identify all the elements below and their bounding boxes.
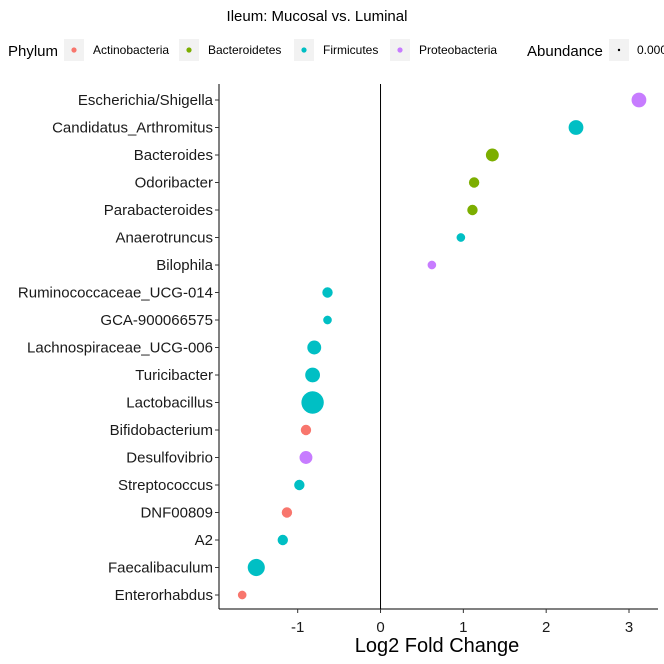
- data-point: [237, 590, 247, 600]
- data-point: [323, 315, 332, 325]
- y-tick-label: DNF00809: [140, 505, 213, 522]
- y-tick-label: Anaerotruncus: [115, 230, 213, 247]
- data-point: [299, 451, 313, 464]
- legend: Phylum Actinobacteria Bacteroidetes Firmic…: [8, 39, 664, 61]
- y-tick-label: Desulfovibrio: [126, 450, 213, 467]
- data-point: [307, 340, 322, 355]
- y-tick-label: Odoribacter: [135, 175, 213, 192]
- y-tick-label: GCA-900066575: [100, 312, 213, 329]
- data-point: [305, 367, 320, 383]
- data-point: [467, 204, 478, 216]
- legend-label: Proteobacteria: [419, 43, 497, 57]
- y-tick-label: Ruminococcaceae_UCG-014: [18, 285, 213, 302]
- legend-size-label: 0.000: [637, 43, 664, 57]
- plot-area: Escherichia/Shigella Candidatus_Arthromit…: [18, 84, 658, 636]
- y-tick-label: Turicibacter: [135, 367, 213, 384]
- y-tick-label: Parabacteroides: [104, 202, 213, 219]
- data-point: [568, 120, 584, 135]
- data-point: [456, 233, 466, 242]
- x-tick-label: -1: [291, 619, 304, 636]
- data-point: [277, 534, 288, 546]
- legend-label: Bacteroidetes: [208, 43, 281, 57]
- legend-color-title: Phylum: [8, 43, 58, 60]
- y-tick-label: A2: [195, 532, 213, 549]
- y-tick-label: Bilophila: [156, 257, 213, 274]
- x-tick-label: 1: [459, 619, 467, 636]
- data-point: [427, 260, 437, 270]
- legend-swatch: [71, 47, 77, 53]
- data-point: [322, 287, 333, 298]
- data-point: [300, 424, 312, 436]
- legend-size-title: Abundance: [527, 43, 603, 60]
- legend-swatch: [397, 47, 403, 53]
- y-tick-label: Bifidobacterium: [110, 422, 213, 439]
- data-point: [294, 479, 305, 491]
- y-tick-label: Streptococcus: [118, 477, 213, 494]
- data-point: [301, 391, 324, 414]
- y-tick-label: Faecalibaculum: [108, 560, 213, 577]
- legend-swatch: [186, 47, 192, 53]
- legend-size-swatch: [617, 48, 621, 52]
- data-point: [631, 92, 647, 108]
- legend-label: Firmicutes: [323, 43, 378, 57]
- x-tick-label: 2: [542, 619, 550, 636]
- y-tick-label: Enterorhabdus: [115, 587, 213, 604]
- data-point: [468, 177, 480, 188]
- y-tick-label: Escherichia/Shigella: [78, 92, 214, 109]
- data-point: [281, 507, 293, 518]
- chart-title: Ileum: Mucosal vs. Luminal: [227, 8, 408, 25]
- x-tick-label: 3: [625, 619, 633, 636]
- y-tick-label: Candidatus_Arthromitus: [52, 120, 213, 137]
- legend-swatch: [301, 47, 307, 53]
- legend-label: Actinobacteria: [93, 43, 169, 57]
- x-tick-label: 0: [376, 619, 384, 636]
- data-point: [485, 148, 499, 162]
- data-point: [247, 558, 265, 577]
- x-axis-label: Log2 Fold Change: [355, 635, 520, 657]
- y-tick-label: Bacteroides: [134, 147, 213, 164]
- y-tick-label: Lactobacillus: [126, 395, 213, 412]
- y-tick-label: Lachnospiraceae_UCG-006: [27, 340, 213, 357]
